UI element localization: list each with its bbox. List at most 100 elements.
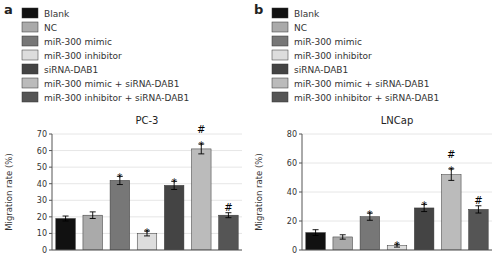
legend-label: siRNA-DAB1 <box>294 65 348 75</box>
tick-label: 80 <box>287 130 297 139</box>
panel: a Blank NC miR-300 mimic miR-300 inhibitor si… <box>4 2 242 255</box>
bar <box>469 209 489 250</box>
legend-swatch <box>272 50 288 60</box>
legend-swatch <box>272 78 288 88</box>
bar <box>83 215 103 250</box>
tick-label: 30 <box>37 196 47 205</box>
legend-label: miR-300 mimic + siRNA-DAB1 <box>294 79 429 89</box>
y-axis-label: Migration rate (%) <box>254 153 264 230</box>
legend-label: miR-300 mimic <box>44 37 112 47</box>
annotation: # <box>224 202 232 213</box>
annotation: * <box>145 227 150 238</box>
bar <box>306 233 326 250</box>
bar <box>414 208 434 250</box>
legend-label: NC <box>44 23 57 33</box>
error-cap <box>340 234 346 235</box>
panel-label: b <box>254 2 263 17</box>
grid-line <box>302 192 492 193</box>
error-cap <box>225 217 231 218</box>
legend-label: miR-300 inhibitor <box>44 51 122 61</box>
tick-label: 20 <box>37 213 47 222</box>
annotation: # <box>197 124 205 135</box>
legend-label: miR-300 inhibitor <box>294 51 372 61</box>
tick-label: 40 <box>287 188 297 197</box>
error-bar <box>475 206 481 213</box>
panel: b Blank NC miR-300 mimic miR-300 inhibitor si… <box>254 2 492 255</box>
bar <box>192 149 212 250</box>
legend-swatch <box>272 36 288 46</box>
grid-line <box>52 134 242 135</box>
error-cap <box>475 213 481 214</box>
bar <box>442 175 462 250</box>
annotation: # <box>447 149 455 160</box>
legend-label: miR-300 mimic + siRNA-DAB1 <box>44 79 179 89</box>
panel-label: a <box>4 2 13 17</box>
tick-label: 0 <box>292 246 297 255</box>
error-line <box>65 216 66 221</box>
error-line <box>228 213 229 218</box>
annotation: * <box>449 165 454 176</box>
legend-swatch <box>272 8 288 18</box>
grid-line <box>302 134 492 135</box>
marks <box>306 169 488 250</box>
legend: Blank NC miR-300 mimic miR-300 inhibitor siR… <box>22 8 189 103</box>
error-cap <box>313 235 319 236</box>
y-axis <box>52 134 53 250</box>
y-axis-label: Migration rate (%) <box>4 153 14 230</box>
x-axis <box>52 250 242 251</box>
legend-swatch <box>22 78 38 88</box>
legend-label: siRNA-DAB1 <box>44 65 98 75</box>
legend-label: miR-300 mimic <box>294 37 362 47</box>
error-bar <box>225 213 231 218</box>
tick-label: 40 <box>37 180 47 189</box>
x-axis <box>302 250 492 251</box>
tick-label: 20 <box>287 217 297 226</box>
legend-swatch <box>22 8 38 18</box>
annotation: * <box>367 209 372 220</box>
annotation: * <box>117 172 122 183</box>
bar <box>219 215 239 250</box>
tick-label: 50 <box>37 163 47 172</box>
bar <box>164 185 184 250</box>
error-cap <box>340 239 346 240</box>
error-cap <box>117 184 123 185</box>
legend-swatch <box>22 92 38 102</box>
tick-label: 60 <box>37 147 47 156</box>
y-axis <box>302 134 303 250</box>
error-line <box>315 230 316 236</box>
bar <box>360 217 380 250</box>
title: PC-3 <box>136 115 159 126</box>
bar <box>56 219 76 250</box>
annotation: * <box>172 177 177 188</box>
tick-label: 10 <box>37 229 47 238</box>
bar <box>110 180 130 250</box>
legend-swatch <box>22 50 38 60</box>
legend-swatch <box>22 36 38 46</box>
grid-line <box>52 183 242 184</box>
error-cap <box>448 180 454 181</box>
error-cap <box>63 221 69 222</box>
annotation: * <box>199 140 204 151</box>
tick-label: 0 <box>42 246 47 255</box>
error-cap <box>63 216 69 217</box>
legend-swatch <box>272 64 288 74</box>
grid-line <box>52 200 242 201</box>
error-cap <box>90 211 96 212</box>
legend-swatch <box>272 22 288 32</box>
legend-label: Blank <box>44 9 70 19</box>
figure: a Blank NC miR-300 mimic miR-300 inhibitor si… <box>0 0 500 265</box>
legend-label: NC <box>294 23 307 33</box>
bar <box>333 237 353 250</box>
error-cap <box>313 229 319 230</box>
grid-line <box>302 250 492 251</box>
legend-label: Blank <box>294 9 320 19</box>
error-bar <box>313 230 319 236</box>
legend-label: miR-300 inhibitor + siRNA-DAB1 <box>294 93 439 103</box>
marks <box>56 144 238 250</box>
error-bar <box>63 216 69 221</box>
error-line <box>92 212 93 219</box>
annotation: # <box>474 195 482 206</box>
error-line <box>478 206 479 213</box>
tick-label: 60 <box>287 159 297 168</box>
legend-swatch <box>22 22 38 32</box>
